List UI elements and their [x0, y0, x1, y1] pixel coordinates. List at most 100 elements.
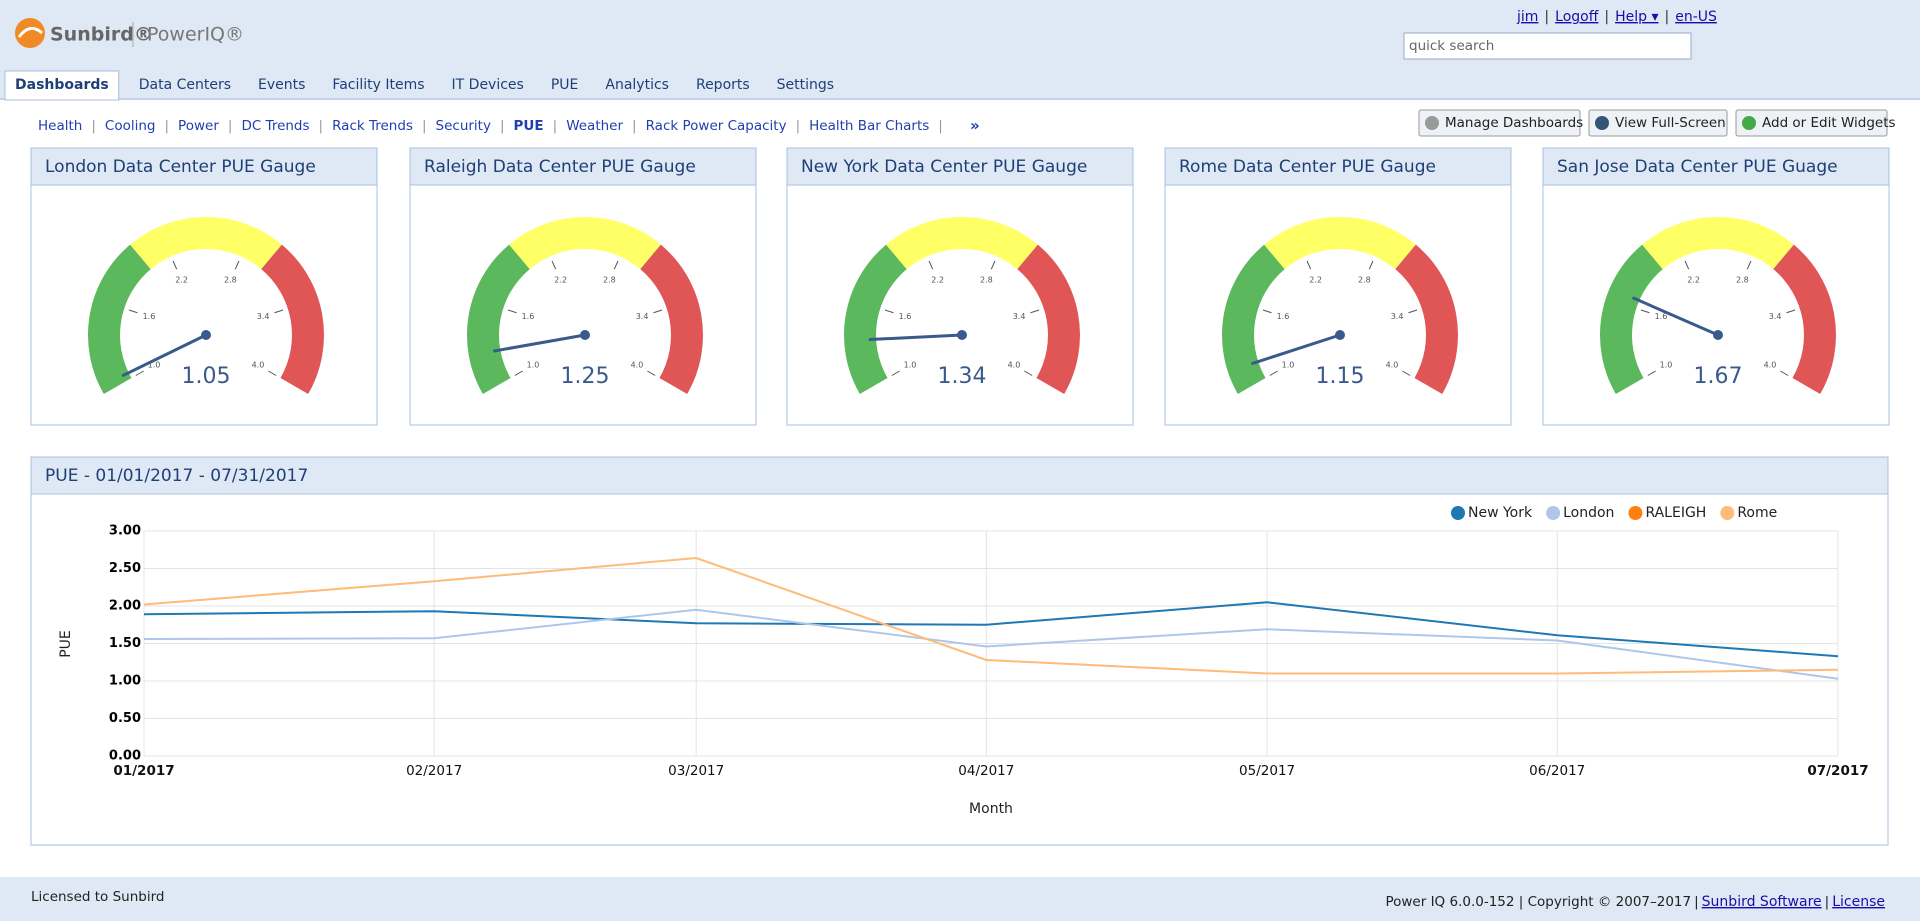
gauge-tick-label: 3.4	[1391, 312, 1404, 321]
gauge-tick-label: 2.8	[603, 276, 616, 285]
separator: |	[1664, 9, 1669, 25]
x-tick-label: 04/2017	[958, 763, 1014, 779]
nav-tab[interactable]: Dashboards	[15, 77, 109, 93]
gauge-tick-label: 3.4	[636, 312, 649, 321]
header-link[interactable]: jim	[1516, 9, 1538, 25]
gauge-band	[1017, 244, 1080, 394]
legend-swatch[interactable]	[1451, 506, 1465, 520]
sub-tab[interactable]: Weather	[566, 118, 623, 134]
footer-license[interactable]: License	[1832, 894, 1885, 910]
y-tick-label: 2.50	[109, 561, 141, 576]
legend-label[interactable]: Rome	[1737, 505, 1777, 521]
gauge-value: 1.67	[1694, 364, 1743, 389]
gauge-tick-label: 1.6	[143, 312, 156, 321]
sub-tab[interactable]: Rack Trends	[332, 118, 413, 134]
y-tick-label: 1.00	[109, 674, 141, 689]
series-line	[143, 556, 1839, 675]
nav-tab[interactable]: PUE	[551, 77, 579, 93]
gauge-tick-label: 1.0	[148, 361, 161, 370]
nav-tab[interactable]: Facility Items	[332, 77, 424, 93]
gauge-tick	[274, 309, 284, 314]
gauge-tick	[891, 370, 900, 376]
panel-titlebar	[30, 456, 1889, 495]
gauge-panel: San Jose Data Center PUE Guage 1.0 1.6 2.2 2…	[1542, 147, 1890, 426]
gauge-tick	[884, 309, 894, 314]
sub-tab[interactable]: Security	[436, 118, 491, 134]
sub-tab[interactable]: Health	[38, 118, 82, 134]
toolbar-button[interactable]	[1735, 109, 1888, 137]
footer-link[interactable]: Sunbird Software	[1702, 894, 1822, 910]
header-link[interactable]: Help ▾	[1615, 9, 1658, 25]
legend-swatch[interactable]	[1628, 506, 1643, 520]
gauge-tick	[653, 309, 663, 314]
gauge-band	[1264, 217, 1416, 270]
sub-tab[interactable]: PUE	[514, 118, 544, 134]
sub-tab[interactable]: Health Bar Charts	[809, 118, 929, 134]
sub-tabs: Health | Cooling | Power | DC Trends | Rack Tren…	[38, 117, 980, 135]
toolbar-button[interactable]	[1418, 109, 1581, 137]
y-tick-label: 2.00	[109, 599, 141, 614]
sub-tab[interactable]: Power	[178, 118, 219, 134]
gauge-band	[640, 244, 703, 394]
series-line	[143, 608, 1839, 680]
legend-label[interactable]: New York	[1468, 505, 1533, 521]
gauge-tick	[1647, 370, 1656, 376]
gauge-band	[1642, 217, 1794, 270]
legend-swatch[interactable]	[1546, 506, 1561, 520]
nav-tab[interactable]: Events	[258, 77, 305, 93]
x-tick-label: 02/2017	[406, 763, 462, 779]
header-link[interactable]: Logoff	[1555, 9, 1599, 25]
nav-tabs: Dashboards Data Centers Events Facility Ite…	[4, 70, 834, 101]
gauge-tick	[514, 370, 523, 376]
search-placeholder: quick search	[1409, 38, 1494, 54]
nav-tab[interactable]: Data Centers	[139, 77, 231, 93]
toolbar-button[interactable]	[1588, 109, 1728, 137]
panel-titlebar	[409, 147, 757, 186]
y-axis-label: PUE	[58, 630, 74, 658]
gauge-tick	[1402, 370, 1411, 376]
legend-swatch[interactable]	[1720, 506, 1735, 520]
y-tick-label: 1.50	[109, 636, 141, 651]
sub-tab[interactable]: Cooling	[105, 118, 156, 134]
gauge-band	[509, 217, 661, 270]
nav-tab[interactable]: Settings	[777, 77, 834, 93]
gauge-tick-label: 1.0	[1660, 361, 1673, 370]
header-link[interactable]: en-US	[1675, 9, 1717, 25]
button-icon	[1595, 116, 1609, 130]
gauge-tick	[647, 370, 656, 376]
panel-titlebar	[786, 147, 1134, 186]
legend-label[interactable]: London	[1563, 505, 1614, 521]
gauge-tick-label: 4.0	[631, 361, 644, 370]
gauge-tick-label: 3.4	[1013, 312, 1026, 321]
legend-label[interactable]: RALEIGH	[1645, 505, 1706, 521]
gauge-tick-label: 2.8	[224, 276, 237, 285]
search-box[interactable]	[1403, 32, 1692, 60]
separator: |	[422, 118, 427, 134]
sub-tab[interactable]: Rack Power Capacity	[646, 118, 787, 134]
gauge-tick-label: 1.6	[899, 312, 912, 321]
panel-titlebar	[30, 147, 378, 186]
sub-tab[interactable]: DC Trends	[241, 118, 309, 134]
gauge-needle	[1632, 296, 1720, 337]
toolbar: Manage Dashboards View Full-Screen Add or …	[1418, 109, 1896, 137]
gauge-value: 1.34	[938, 364, 987, 389]
x-tick-label: 06/2017	[1529, 763, 1585, 779]
separator: |	[1544, 9, 1549, 25]
footer-left: Licensed to Sunbird	[31, 889, 164, 905]
gauge-band	[88, 244, 151, 394]
gauge-tick	[1269, 370, 1278, 376]
nav-tab[interactable]: Analytics	[605, 77, 669, 93]
nav-tab[interactable]: Reports	[696, 77, 750, 93]
x-tick-label: 07/2017	[1807, 763, 1868, 779]
nav-tab[interactable]: IT Devices	[452, 77, 524, 93]
separator: |	[500, 118, 505, 134]
x-tick-label: 03/2017	[668, 763, 724, 779]
gauge-panel: Rome Data Center PUE Gauge 1.0 1.6 2.2 2.8 3.…	[1164, 147, 1512, 426]
more-tabs[interactable]: »	[970, 117, 980, 135]
gauge-tick-label: 4.0	[252, 361, 265, 370]
gauge-hub	[201, 330, 211, 340]
gauge-tick-label: 1.0	[904, 361, 917, 370]
series-line	[143, 601, 1839, 658]
gauge-tick	[234, 260, 240, 270]
gauge-tick	[551, 260, 557, 270]
